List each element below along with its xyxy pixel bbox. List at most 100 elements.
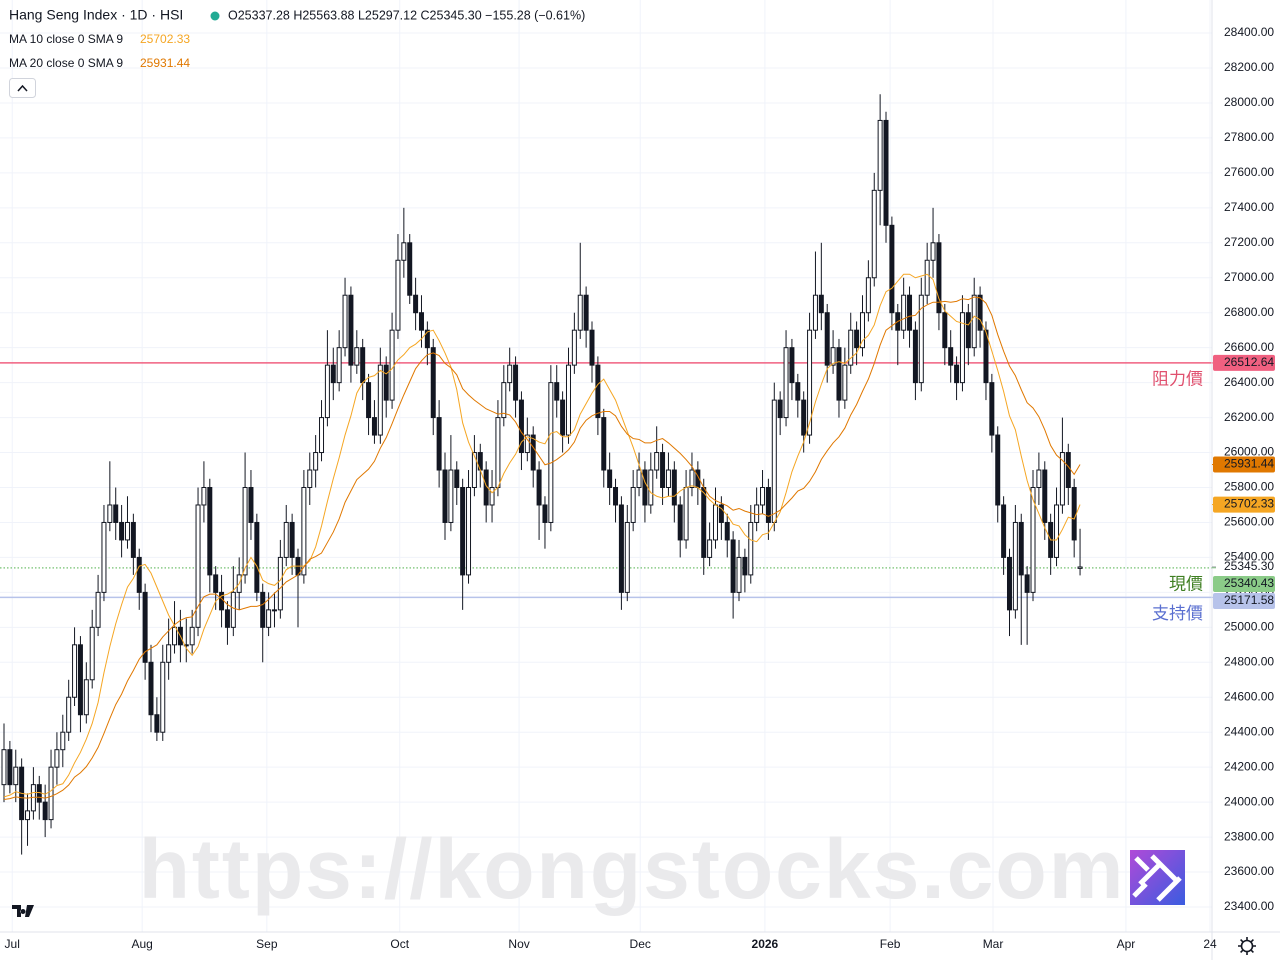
ma-line	[3, 273, 1081, 798]
candle-body	[642, 469, 648, 506]
candle-body	[548, 382, 554, 523]
candle-body	[542, 504, 548, 523]
x-tick-label: Aug	[132, 937, 153, 951]
candle-body	[742, 556, 748, 576]
candle-body	[1006, 556, 1012, 611]
settings-button[interactable]	[1238, 937, 1256, 955]
candle-body	[42, 801, 48, 821]
price-line-tag: 25171.58	[1224, 593, 1274, 607]
price-line-name: 現價	[1169, 574, 1203, 593]
candle-body	[607, 469, 613, 488]
y-tick-label: 24200.00	[1224, 759, 1274, 773]
ohlc-readout: O25337.28 H25563.88 L25297.12 C25345.30 …	[228, 8, 585, 22]
last-price-label: 25345.30	[1224, 559, 1274, 573]
y-tick-label: 26800.00	[1224, 305, 1274, 319]
candle-body	[89, 626, 95, 681]
candle-body	[354, 347, 360, 366]
y-tick-label: 23600.00	[1224, 864, 1274, 878]
candle-body	[407, 242, 413, 296]
tradingview-logo[interactable]	[12, 905, 34, 917]
candle-body	[971, 294, 977, 349]
candle-body	[271, 609, 277, 612]
candle-body	[801, 399, 807, 436]
candle-body	[760, 486, 766, 506]
candle-body	[560, 399, 566, 436]
candle-body	[1042, 469, 1048, 523]
chart-title: Hang Seng Index · 1D · HSI	[9, 7, 183, 23]
candle-body	[48, 766, 54, 821]
gear-ring[interactable]	[1240, 939, 1254, 953]
ma-value-tag-box	[1213, 456, 1275, 473]
candle-body	[942, 312, 948, 349]
watermark-logo	[1130, 850, 1185, 905]
candle-body	[912, 329, 918, 384]
legend-value: 25702.33	[140, 32, 190, 46]
candle-body	[718, 504, 724, 523]
legend-value: 25931.44	[140, 56, 190, 70]
price-line-tag-box	[1213, 354, 1275, 371]
candle-body	[989, 382, 995, 436]
candle-body	[789, 347, 795, 384]
y-tick-label: 24000.00	[1224, 794, 1274, 808]
candle-body	[907, 294, 913, 331]
y-tick-label: 23400.00	[1224, 899, 1274, 913]
candle-body	[995, 434, 1001, 506]
candle-body	[671, 469, 677, 506]
candle-body	[954, 364, 960, 384]
x-tick-label: 2026	[752, 937, 779, 951]
candle-body	[648, 469, 654, 506]
candle-body	[77, 644, 83, 716]
candle-body	[959, 312, 965, 384]
x-tick-label: Dec	[630, 937, 651, 951]
candle-body	[948, 347, 954, 366]
candle-body	[636, 469, 642, 488]
candle-body	[371, 417, 377, 436]
candle-body	[683, 486, 689, 541]
x-tick-label: Apr	[1117, 937, 1136, 951]
candle-body	[248, 486, 254, 523]
y-tick-label: 24800.00	[1224, 654, 1274, 668]
gear-teeth[interactable]	[1238, 937, 1256, 955]
y-tick-label: 26600.00	[1224, 340, 1274, 354]
candle-body	[665, 469, 671, 488]
candle-body	[189, 626, 195, 646]
y-tick-label: 27600.00	[1224, 165, 1274, 179]
logo-shape[interactable]	[12, 905, 34, 917]
legend-label: MA 20 close 0 SMA 9	[9, 56, 123, 70]
candle-body	[983, 329, 989, 384]
chevron-up[interactable]	[17, 84, 28, 92]
candle-body	[865, 277, 871, 314]
candle-body	[13, 766, 19, 786]
candle-body	[1065, 452, 1071, 488]
y-tick-label: 26200.00	[1224, 410, 1274, 424]
legend-label: MA 10 close 0 SMA 9	[9, 32, 123, 46]
candle-body	[142, 591, 148, 663]
candle-body	[360, 347, 366, 384]
x-tick-label: Sep	[256, 937, 278, 951]
candle-body	[777, 399, 783, 419]
candle-body	[1071, 486, 1077, 541]
y-tick-label: 24600.00	[1224, 689, 1274, 703]
candle-body	[383, 364, 389, 401]
y-tick-label: 25000.00	[1224, 620, 1274, 634]
button-frame[interactable]	[9, 78, 36, 98]
candle-body	[936, 242, 942, 314]
candle-body	[72, 644, 78, 698]
candle-body	[524, 434, 530, 454]
x-tick-label: Mar	[983, 937, 1004, 951]
candle-body	[242, 486, 248, 576]
candle-body	[601, 417, 607, 471]
candle-body	[1059, 452, 1065, 506]
price-line-tag-box	[1213, 592, 1275, 609]
candle-body	[95, 591, 101, 628]
candle-body	[25, 810, 31, 821]
candle-body	[871, 189, 877, 279]
price-line-tag: 25340.43	[1224, 576, 1274, 590]
candle-body	[172, 626, 178, 646]
candle-body	[60, 731, 66, 751]
candle-body	[624, 521, 630, 593]
candle-body	[824, 312, 830, 366]
collapse-legend-button[interactable]	[9, 78, 36, 98]
